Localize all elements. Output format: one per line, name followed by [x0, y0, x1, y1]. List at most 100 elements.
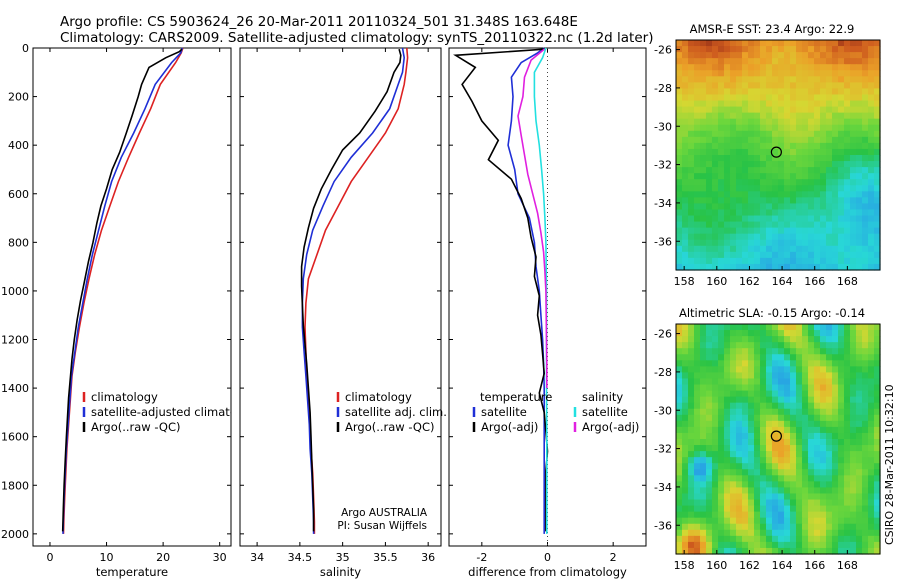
heatmap-cell	[856, 541, 863, 549]
heatmap-cell	[730, 360, 737, 367]
heatmap-cell	[790, 457, 797, 464]
heatmap-cell	[874, 517, 881, 525]
heatmap-cell	[676, 481, 683, 489]
x-tick-label: 164	[772, 559, 793, 572]
heatmap-cell	[736, 70, 743, 77]
heatmap-cell	[700, 505, 707, 513]
heatmap-cell	[814, 366, 821, 374]
heatmap-cell	[748, 408, 755, 416]
heatmap-cell	[772, 239, 779, 247]
heatmap-cell	[826, 402, 833, 410]
heatmap-cell	[838, 155, 845, 162]
heatmap-cell	[688, 535, 695, 543]
heatmap-cell	[820, 167, 827, 174]
heatmap-cell	[700, 414, 707, 422]
heatmap-cell	[706, 239, 713, 247]
heatmap-cell	[838, 118, 845, 126]
heatmap-cell	[754, 161, 761, 168]
heatmap-cell	[856, 263, 863, 271]
heatmap-cell	[748, 161, 755, 168]
heatmap-cell	[772, 396, 779, 404]
heatmap-cell	[802, 475, 809, 482]
heatmap-cell	[844, 185, 851, 192]
heatmap-cell	[796, 173, 803, 180]
heatmap-cell	[676, 233, 683, 241]
heatmap-cell	[802, 541, 809, 549]
heatmap-cell	[790, 354, 797, 361]
heatmap-cell	[748, 100, 755, 108]
heatmap-cell	[826, 372, 833, 380]
heatmap-cell	[796, 203, 803, 211]
heatmap-cell	[766, 426, 773, 434]
heatmap-cell	[862, 52, 869, 59]
heatmap-cell	[850, 463, 857, 470]
heatmap-cell	[724, 64, 731, 71]
heatmap-cell	[712, 52, 719, 59]
heatmap-cell	[688, 541, 695, 549]
heatmap-cell	[712, 384, 719, 392]
heatmap-cell	[772, 390, 779, 398]
heatmap-cell	[850, 511, 857, 519]
heatmap-cell	[832, 227, 839, 235]
heatmap-cell	[796, 505, 803, 513]
heatmap-cell	[724, 173, 731, 180]
heatmap-cell	[868, 221, 875, 229]
heatmap-cell	[808, 493, 815, 501]
heatmap-cell	[730, 167, 737, 174]
heatmap-cell	[760, 124, 767, 132]
heatmap-cell	[868, 366, 875, 374]
heatmap-cell	[808, 396, 815, 404]
heatmap-cell	[760, 390, 767, 398]
heatmap-cell	[712, 408, 719, 416]
heatmap-cell	[790, 167, 797, 174]
heatmap-cell	[724, 40, 731, 47]
heatmap-cell	[742, 142, 749, 150]
heatmap-cell	[700, 46, 707, 53]
heatmap-cell	[754, 76, 761, 83]
heatmap-cell	[808, 523, 815, 531]
heatmap-cell	[778, 324, 785, 331]
heatmap-cell	[820, 396, 827, 404]
heatmap-cell	[832, 348, 839, 355]
heatmap-cell	[730, 366, 737, 374]
annotation-text: PI: Susan Wijffels	[337, 520, 427, 532]
heatmap-cell	[832, 535, 839, 543]
heatmap-cell	[826, 432, 833, 440]
heatmap-cell	[874, 88, 881, 96]
heatmap-cell	[760, 396, 767, 404]
heatmap-cell	[826, 535, 833, 543]
heatmap-cell	[730, 76, 737, 83]
heatmap-cell	[820, 46, 827, 53]
heatmap-cell	[766, 263, 773, 271]
heatmap-cell	[838, 173, 845, 180]
heatmap-cell	[754, 390, 761, 398]
heatmap-cell	[820, 179, 827, 186]
heatmap-cell	[802, 221, 809, 229]
heatmap-cell	[814, 378, 821, 386]
heatmap-cell	[850, 348, 857, 355]
heatmap-cell	[868, 529, 875, 537]
heatmap-cell	[862, 324, 869, 331]
heatmap-cell	[850, 529, 857, 537]
heatmap-cell	[730, 517, 737, 525]
heatmap-cell	[808, 148, 815, 156]
heatmap-cell	[802, 185, 809, 192]
heatmap-cell	[784, 336, 791, 343]
heatmap-cell	[760, 493, 767, 501]
heatmap-cell	[700, 469, 707, 476]
heatmap-cell	[700, 336, 707, 343]
heatmap-cell	[682, 64, 689, 71]
heatmap-cell	[682, 185, 689, 192]
heatmap-cell	[826, 142, 833, 150]
heatmap-cell	[760, 155, 767, 162]
heatmap-cell	[718, 432, 725, 440]
heatmap-cell	[748, 155, 755, 162]
x-tick-label: 10	[100, 551, 114, 564]
heatmap-cell	[778, 469, 785, 476]
heatmap-cell	[832, 173, 839, 180]
heatmap-cell	[748, 396, 755, 404]
heatmap-cell	[808, 112, 815, 120]
heatmap-cell	[730, 251, 737, 259]
heatmap-cell	[742, 112, 749, 120]
heatmap-cell	[826, 197, 833, 205]
